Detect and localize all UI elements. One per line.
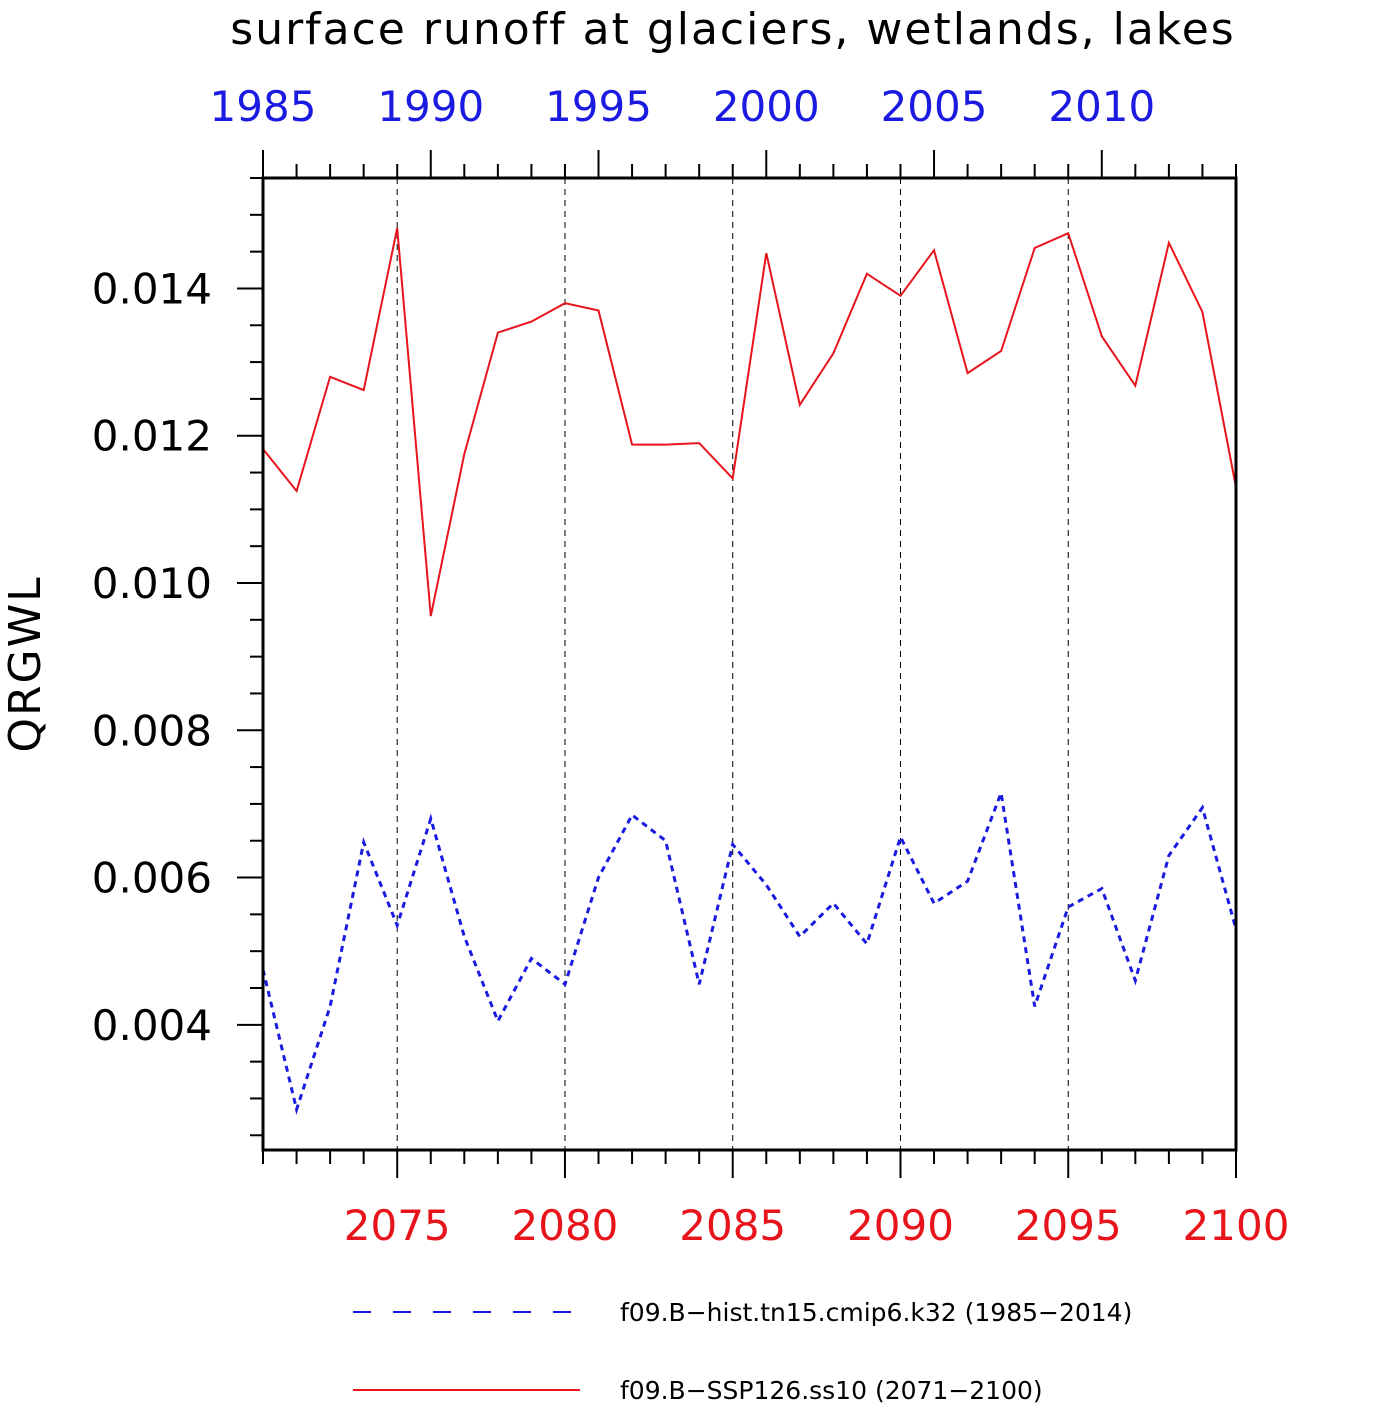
x-top-tick-label: 2005 <box>881 82 988 131</box>
legend-label-0: f09.B−hist.tn15.cmip6.k32 (1985−2014) <box>620 1298 1132 1327</box>
y-tick-label: 0.010 <box>92 559 212 608</box>
chart-title: surface runoff at glaciers, wetlands, la… <box>230 4 1235 55</box>
axis-ticks <box>237 150 1237 1178</box>
x-bottom-tick-label: 2085 <box>679 1201 786 1250</box>
y-tick-label: 0.008 <box>92 706 212 755</box>
tick-labels: 2075 2080 2085 2090 2095 2100 1985 1990 1995 2000… <box>92 82 1290 1250</box>
y-axis-label: QRGWL <box>0 575 51 752</box>
y-tick-label: 0.014 <box>92 264 212 313</box>
x-bottom-tick-label: 2080 <box>512 1201 619 1250</box>
y-tick-label: 0.012 <box>92 412 212 461</box>
series-line-1 <box>262 227 1237 617</box>
x-top-tick-label: 1990 <box>377 82 484 131</box>
y-tick-label: 0.004 <box>92 1001 212 1050</box>
series-line-0 <box>261 787 1238 1116</box>
plot-frame <box>261 176 1238 1152</box>
grid-lines <box>396 178 1069 1150</box>
x-bottom-tick-label: 2095 <box>1015 1201 1122 1250</box>
y-tick-label: 0.006 <box>92 854 212 903</box>
x-top-tick-label: 1985 <box>210 82 317 131</box>
x-top-tick-label: 2010 <box>1048 82 1155 131</box>
x-bottom-tick-label: 2100 <box>1183 1201 1290 1250</box>
x-bottom-tick-label: 2075 <box>344 1201 451 1250</box>
x-top-tick-label: 2000 <box>713 82 820 131</box>
series-group <box>261 227 1238 1116</box>
legend-label-1: f09.B−SSP126.ss10 (2071−2100) <box>620 1376 1043 1405</box>
legend: f09.B−hist.tn15.cmip6.k32 (1985−2014) f09… <box>353 1298 1132 1405</box>
x-bottom-tick-label: 2090 <box>847 1201 954 1250</box>
x-top-tick-label: 1995 <box>545 82 652 131</box>
